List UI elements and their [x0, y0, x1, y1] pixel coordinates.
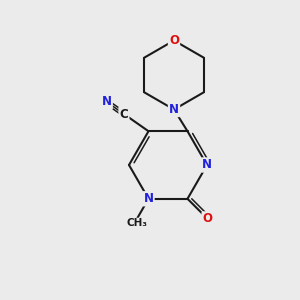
Text: N: N — [143, 192, 154, 205]
Text: CH₃: CH₃ — [127, 218, 148, 228]
Text: N: N — [169, 103, 179, 116]
Text: O: O — [169, 34, 179, 47]
Text: C: C — [120, 107, 128, 121]
Text: N: N — [202, 158, 212, 172]
Text: O: O — [203, 212, 213, 225]
Text: N: N — [102, 95, 112, 109]
